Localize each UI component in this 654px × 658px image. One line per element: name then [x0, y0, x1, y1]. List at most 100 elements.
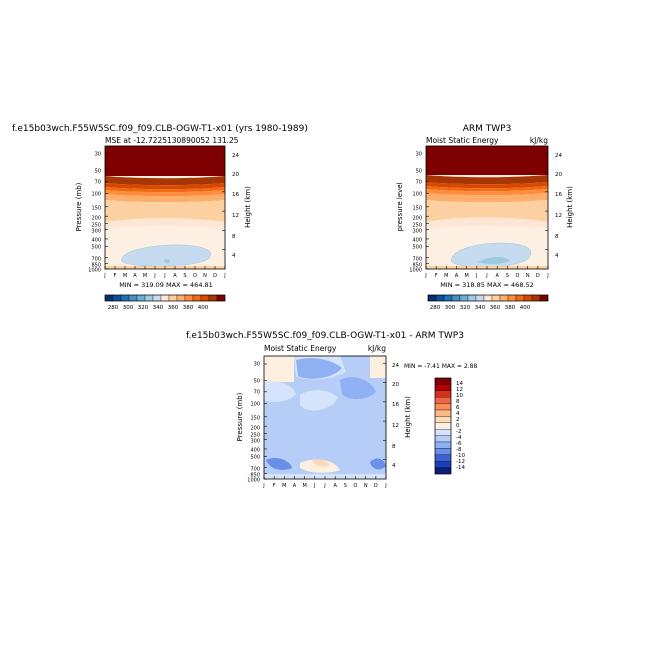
diff-min-max: MIN = -7.41 MAX = 2.88 [404, 363, 477, 370]
diff-month-ticks [263, 476, 387, 479]
colorbar-swatch [539, 294, 549, 302]
colorbar-swatch [434, 384, 452, 391]
month-tick-label: J [323, 483, 325, 489]
height-tick-label: 20 [392, 382, 399, 388]
colorbar-label: 12 [456, 387, 463, 393]
colorbar-label: 320 [460, 305, 471, 311]
diff-suptitle: f.e15b03wch.F55W5SC.f09_f09.CLB-OGW-T1-x… [186, 331, 464, 341]
colorbar-label: 280 [430, 305, 441, 311]
colorbar-label: -2 [456, 429, 461, 435]
pressure-tick-label: 50 [254, 379, 260, 385]
colorbar-swatch [200, 294, 210, 302]
colorbar-swatch [128, 294, 138, 302]
obs-pressure-ticks [426, 153, 429, 270]
obs-units-label: kJ/kg [530, 136, 548, 145]
pressure-tick-label: 100 [91, 192, 101, 198]
colorbar-swatch [443, 294, 453, 302]
model-min-max: MIN = 319.09 MAX = 464.81 [119, 281, 213, 289]
pressure-tick-label: 150 [250, 416, 260, 422]
obs-pressure-tick-labels: 30 50 70 100 150 200 250 300 400 500 700… [409, 152, 422, 274]
pressure-tick-label: 70 [254, 390, 260, 396]
colorbar-swatch [491, 294, 501, 302]
pressure-tick-label: 200 [250, 426, 260, 432]
colorbar-label: 400 [198, 305, 209, 311]
pressure-tick-label: 250 [91, 223, 101, 229]
obs-height-ticks [545, 152, 548, 251]
colorbar-swatch [434, 435, 452, 443]
colorbar-swatch [160, 294, 170, 302]
model-month-ticks [104, 266, 226, 269]
month-tick-label: J [424, 273, 426, 279]
pressure-tick-label: 850 [250, 473, 260, 479]
diff-pressure-ticks [264, 363, 267, 480]
month-tick-label: M [465, 273, 469, 279]
colorbar-swatch [192, 294, 202, 302]
colorbar-swatch [434, 448, 452, 455]
height-tick-label: 8 [555, 234, 559, 240]
colorbar-swatch [427, 294, 437, 302]
month-tick-label: S [344, 483, 347, 489]
model-contour-field [105, 146, 225, 269]
pressure-tick-label: 30 [416, 152, 422, 158]
colorbar-label: 320 [138, 305, 149, 311]
model-y2-axis-label: Height (km) [244, 186, 252, 228]
model-left-label: MSE at -12.7225130890052 131.25 [105, 136, 239, 145]
colorbar-label: -6 [456, 441, 462, 447]
colorbar-swatch [499, 294, 509, 302]
month-tick-label: J [384, 483, 386, 489]
model-colorbar [104, 294, 226, 302]
height-tick-label: 20 [232, 172, 239, 178]
pressure-tick-label: 70 [95, 180, 101, 186]
pressure-tick-label: 30 [254, 362, 260, 368]
month-tick-label: J [103, 273, 105, 279]
pressure-tick-label: 50 [416, 169, 422, 175]
colorbar-swatch [467, 294, 477, 302]
pressure-tick-label: 500 [250, 455, 260, 461]
pressure-tick-label: 300 [412, 229, 422, 235]
colorbar-swatch [434, 441, 452, 449]
colorbar-swatch [434, 416, 452, 423]
colorbar-label: -10 [456, 453, 465, 459]
height-tick-label: 4 [232, 253, 236, 259]
obs-left-label: Moist Static Energy [426, 136, 499, 145]
diff-height-tick-labels: 4 8 12 16 20 24 [392, 363, 399, 469]
height-tick-label: 24 [232, 153, 239, 159]
pressure-tick-label: 50 [95, 169, 101, 175]
colorbar-swatch [216, 294, 226, 302]
pressure-tick-label: 300 [91, 229, 101, 235]
pressure-tick-label: 500 [91, 245, 101, 251]
diff-pressure-tick-labels: 30 50 70 100 150 200 250 300 400 500 700… [247, 362, 260, 484]
colorbar-swatch [434, 467, 452, 475]
height-tick-label: 4 [392, 463, 396, 469]
obs-colorbar-labels: 280 300 320 340 360 380 400 [430, 305, 531, 311]
colorbar-swatch [144, 294, 154, 302]
diff-left-label: Moist Static Energy [264, 344, 337, 353]
height-tick-label: 16 [555, 192, 562, 198]
colorbar-frame [104, 294, 226, 302]
month-tick-label: D [374, 483, 378, 489]
obs-month-ticks [425, 266, 549, 269]
height-tick-label: 12 [392, 423, 399, 429]
obs-colorbar [427, 294, 549, 302]
month-tick-label: J [546, 273, 548, 279]
month-tick-label: J [262, 483, 264, 489]
height-tick-label: 8 [232, 234, 236, 240]
model-suptitle: f.e15b03wch.F55W5SC.f09_f09.CLB-OGW-T1-x… [12, 124, 308, 134]
colorbar-label: 300 [123, 305, 134, 311]
pressure-tick-label: 300 [250, 439, 260, 445]
colorbar-label: -12 [456, 459, 465, 465]
colorbar-label: 280 [108, 305, 119, 311]
colorbar-swatch [507, 294, 517, 302]
month-tick-label: N [364, 483, 368, 489]
obs-suptitle: ARM TWP3 [463, 124, 512, 134]
height-tick-label: 12 [232, 213, 239, 219]
diff-height-ticks [383, 362, 386, 461]
colorbar-label: 14 [456, 381, 463, 387]
colorbar-label: -4 [456, 435, 462, 441]
colorbar-swatch [523, 294, 533, 302]
colorbar-label: -8 [456, 447, 462, 453]
diff-month-tick-labels: J F M A M J J A S O N D J [262, 483, 386, 489]
panel-obs: ARM TWP3 Moist Static Energy kJ/kg 30 50… [396, 124, 574, 311]
month-tick-label: O [516, 273, 520, 279]
